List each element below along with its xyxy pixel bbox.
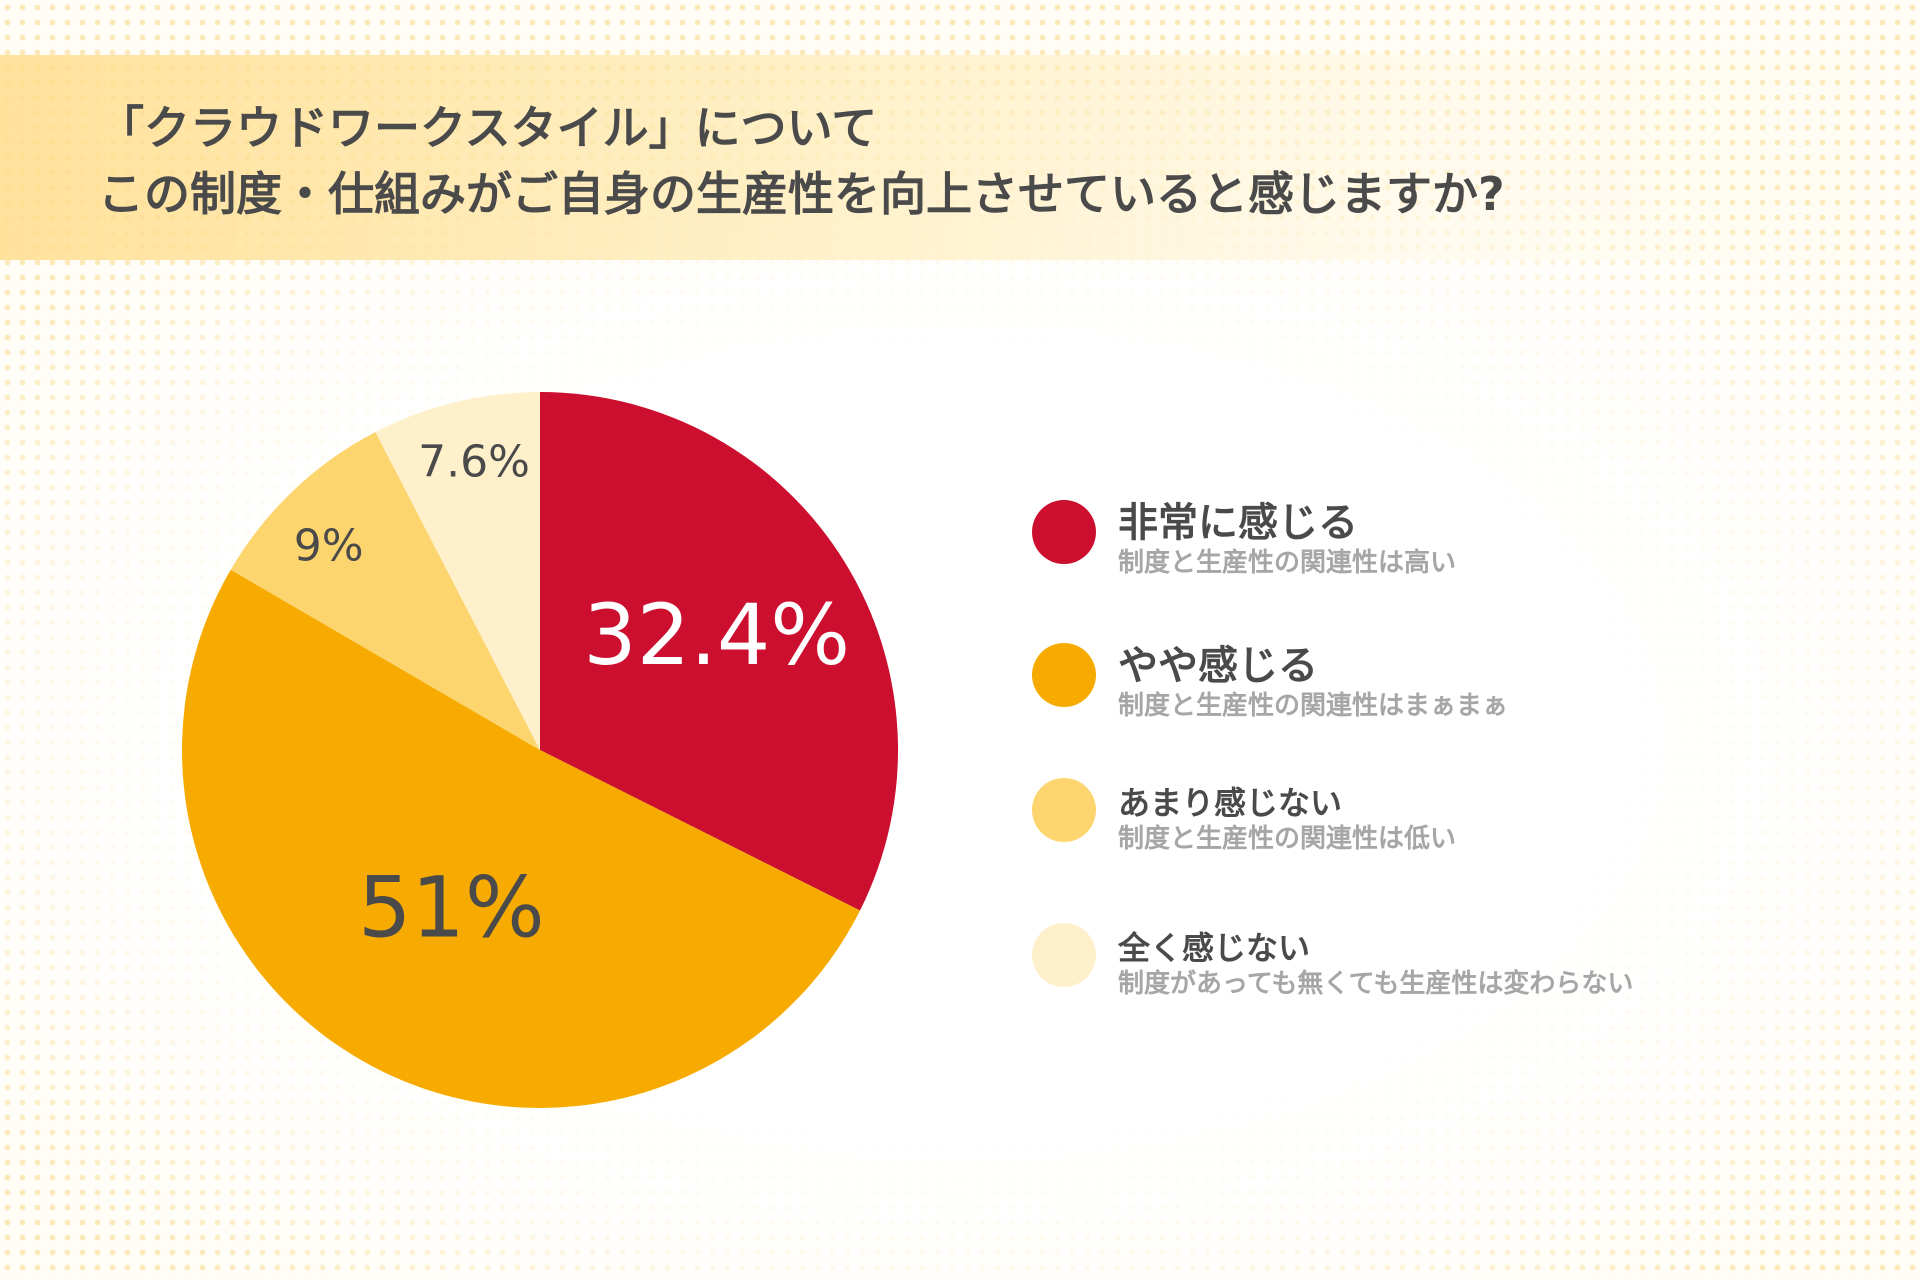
- pie-slice-1: [181, 569, 860, 1109]
- pie-label-2: 9%: [294, 520, 364, 571]
- pie-label-0: 32.4%: [583, 586, 850, 684]
- legend-description-3: 制度があっても無くても生産性は変わらない: [1118, 969, 1634, 999]
- pie-label-3: 7.6%: [418, 436, 530, 487]
- legend-label-1: やや感じる: [1118, 643, 1318, 689]
- legend-swatch-1: [1032, 643, 1096, 707]
- chart-title: 「クラウドワークスタイル」について この制度・仕組みがご自身の生産性を向上させて…: [98, 95, 1818, 227]
- legend-item-1: やや感じる 制度と生産性の関連性はまぁまぁ: [1030, 633, 1890, 733]
- legend-item-2: あまり感じない 制度と生産性の関連性は低い: [1030, 778, 1890, 878]
- legend-label-2: あまり感じない: [1118, 784, 1343, 822]
- legend-description-0: 制度と生産性の関連性は高い: [1118, 548, 1457, 578]
- legend-swatch-0: [1032, 500, 1096, 564]
- pie-slice-0: [540, 392, 898, 911]
- legend-description-1: 制度と生産性の関連性はまぁまぁ: [1118, 691, 1509, 721]
- legend-item-0: 非常に感じる 制度と生産性の関連性は高い: [1030, 490, 1890, 590]
- pie-slice-3: [375, 392, 540, 750]
- legend-label-0: 非常に感じる: [1118, 500, 1358, 546]
- title-band: [0, 55, 1920, 260]
- legend-item-3: 全く感じない 制度があっても無くても生産性は変わらない: [1030, 923, 1890, 1023]
- pie-slices: [181, 392, 898, 1109]
- legend-description-2: 制度と生産性の関連性は低い: [1118, 824, 1457, 854]
- pie-labels: 32.4% 51% 9% 7.6%: [294, 436, 850, 956]
- pie-slice-2: [230, 432, 540, 750]
- legend-swatch-3: [1032, 923, 1096, 987]
- legend-label-3: 全く感じない: [1118, 929, 1311, 967]
- chart-title-line-2: この制度・仕組みがご自身の生産性を向上させていると感じますか?: [98, 167, 1505, 221]
- pie-label-1: 51%: [358, 859, 545, 957]
- chart-title-line-1: 「クラウドワークスタイル」について: [98, 101, 878, 155]
- legend-swatch-2: [1032, 778, 1096, 842]
